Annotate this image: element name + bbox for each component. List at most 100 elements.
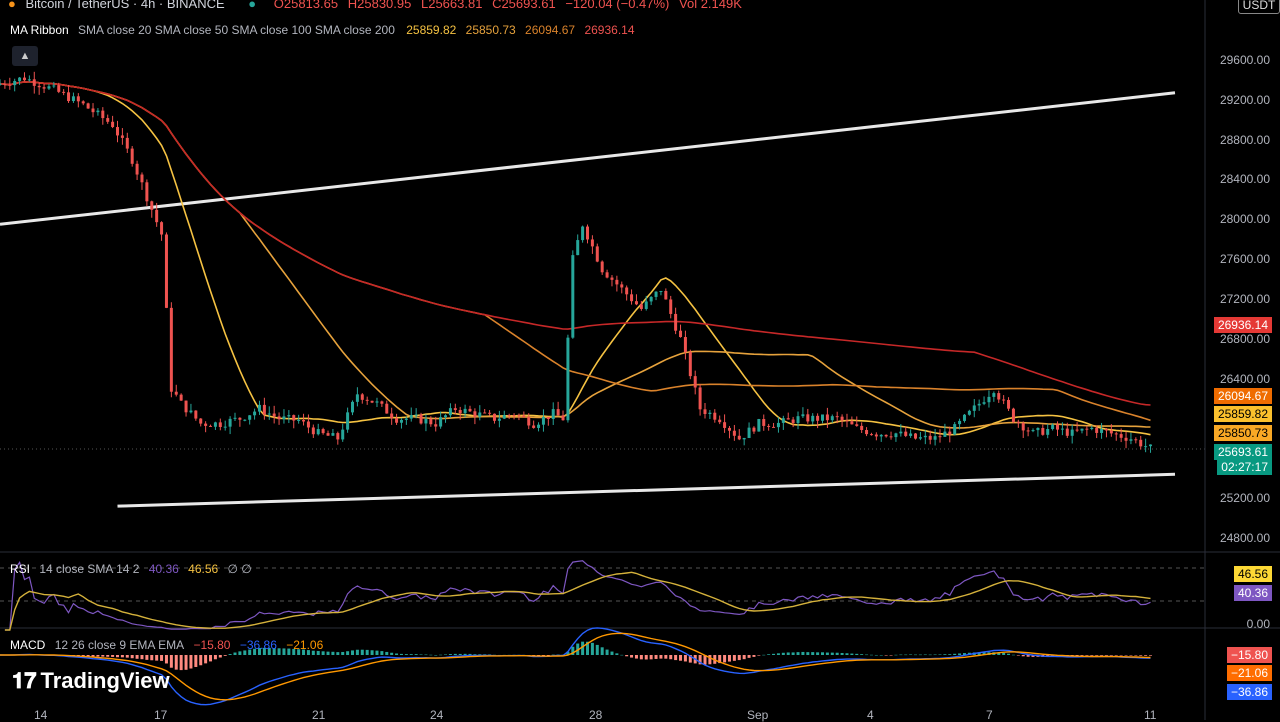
macd-histogram-bar — [962, 653, 966, 655]
candle-down — [194, 410, 198, 419]
ohlc-open: O25813.65 — [273, 0, 339, 11]
candle-down — [850, 421, 854, 425]
candle-up — [566, 337, 570, 421]
macd-histogram-bar — [914, 654, 918, 656]
candle-down — [32, 79, 36, 86]
tradingview-logo[interactable]: 𝟏𝟕 TradingView — [12, 668, 170, 694]
candle-up — [463, 408, 467, 414]
collapse-legend-button[interactable]: ▲ — [12, 46, 38, 66]
candle-down — [336, 433, 340, 440]
candle-up — [541, 416, 545, 425]
candle-down — [164, 234, 168, 308]
macd-histogram-bar — [664, 655, 668, 659]
candle-up — [1046, 429, 1050, 435]
candle-down — [586, 226, 589, 240]
candle-down — [3, 83, 7, 85]
macd-histogram-bar — [747, 655, 751, 658]
candle-up — [213, 422, 217, 427]
time-axis-label: 24 — [430, 708, 444, 722]
candle-down — [130, 148, 134, 164]
macd-histogram-bar — [292, 648, 296, 655]
macd-histogram-bar — [874, 654, 878, 656]
macd-histogram-bar — [355, 649, 359, 655]
macd-histogram-bar — [326, 651, 330, 655]
candle-down — [160, 222, 164, 235]
candle-up — [71, 96, 75, 102]
macd-histogram-bar — [737, 655, 741, 661]
macd-histogram-bar — [351, 650, 354, 655]
macd-histogram-bar — [742, 655, 746, 660]
candle-up — [571, 255, 575, 338]
candle-down — [1095, 427, 1099, 433]
candle-down — [311, 427, 315, 435]
macd-histogram-bar — [928, 654, 932, 656]
candle-up — [267, 413, 271, 415]
macd-histogram-bar — [321, 651, 325, 655]
candle-down — [679, 330, 683, 338]
candle-up — [1129, 439, 1133, 441]
macd-histogram-bar — [453, 653, 457, 655]
candle-up — [781, 418, 785, 423]
macd-histogram-bar — [899, 654, 903, 656]
candle-up — [253, 411, 257, 416]
candle-up — [243, 419, 247, 421]
candle-down — [816, 415, 820, 421]
candle-down — [639, 304, 643, 309]
candle-down — [1085, 428, 1089, 430]
candle-up — [1051, 424, 1055, 430]
macd-histogram-bar — [688, 655, 692, 663]
macd-histogram-bar — [282, 648, 286, 655]
candle-up — [248, 415, 252, 420]
macd-histogram-bar — [1129, 655, 1133, 656]
candle-down — [630, 294, 634, 302]
ma-20-line — [0, 80, 1151, 436]
rsi-legend[interactable]: RSI 14 close SMA 14 2 40.36 46.56 ∅ ∅ — [10, 562, 258, 576]
currency-selector[interactable]: USDT — [1238, 0, 1280, 14]
candle-down — [732, 430, 736, 436]
macd-histogram-bar — [894, 654, 898, 656]
macd-legend[interactable]: MACD 12 26 close 9 EMA EMA −15.80 −36.86… — [10, 638, 329, 652]
candle-up — [404, 418, 408, 420]
candle-down — [1026, 430, 1030, 432]
macd-params: 12 26 close 9 EMA EMA — [54, 638, 185, 652]
candle-down — [840, 416, 844, 421]
candle-up — [581, 226, 585, 241]
candle-down — [610, 277, 614, 280]
macd-histogram-bar — [708, 655, 712, 665]
macd-histogram-bar — [615, 653, 619, 655]
candle-down — [737, 435, 741, 440]
candle-down — [723, 422, 727, 428]
macd-histogram-bar — [1114, 655, 1118, 656]
candle-down — [600, 261, 604, 273]
candle-down — [874, 434, 878, 437]
macd-histogram-bar — [1139, 655, 1143, 656]
candle-down — [370, 400, 374, 403]
symbol-title[interactable]: Bitcoin / TetherUS · 4h · BINANCE — [25, 0, 225, 11]
macd-histogram-bar — [111, 655, 115, 657]
candle-down — [116, 127, 119, 136]
candle-down — [522, 415, 526, 418]
price-axis-label: 28400.00 — [1219, 172, 1270, 187]
candle-down — [209, 425, 213, 427]
macd-histogram-bar — [590, 642, 594, 655]
macd-histogram-bar — [238, 651, 242, 655]
candle-up — [654, 291, 658, 297]
ma-legend[interactable]: MA Ribbon SMA close 20 SMA close 50 SMA … — [10, 23, 641, 37]
macd-signal-tag: −21.06 — [1226, 665, 1272, 681]
macd-histogram-bar — [948, 654, 952, 655]
macd-histogram-bar — [253, 648, 257, 655]
candle-down — [546, 416, 550, 420]
candle-down — [1007, 399, 1011, 409]
macd-histogram-bar — [634, 655, 638, 659]
macd-histogram-bar — [698, 655, 702, 665]
symbol-header: ● Bitcoin / TetherUS · 4h · BINANCE ● O2… — [8, 0, 748, 11]
candle-down — [674, 313, 678, 331]
candle-down — [488, 412, 492, 414]
price-axis-label: 27200.00 — [1219, 291, 1270, 306]
macd-histogram-bar — [463, 653, 467, 655]
candle-up — [0, 83, 2, 85]
macd-histogram-bar — [571, 646, 575, 655]
candle-down — [938, 436, 942, 438]
rsi-line — [4, 560, 1151, 631]
